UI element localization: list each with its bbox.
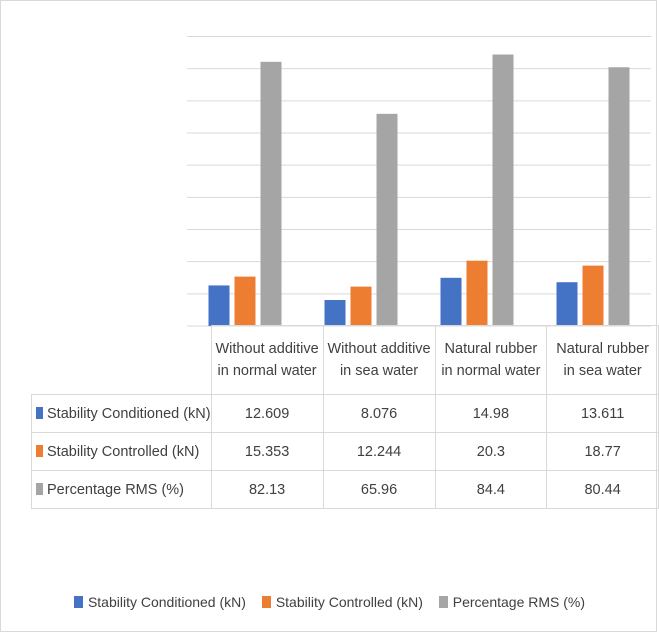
data-cell: 14.98 (434, 394, 548, 433)
table-row: Stability Controlled (kN) 15.353 12.244 … (31, 432, 659, 471)
series-name: Stability Controlled (kN) (47, 443, 200, 460)
table-row: Stability Conditioned (kN) 12.609 8.076 … (31, 394, 659, 433)
bar (234, 276, 256, 326)
category-header-row: Without additive in normal water Without… (31, 325, 659, 395)
bar (556, 282, 578, 326)
legend-item: Stability Conditioned (kN) (73, 594, 246, 610)
data-cell: 65.96 (322, 470, 436, 509)
series-name: Stability Conditioned (kN) (47, 405, 211, 422)
data-cell: 13.611 (546, 394, 659, 433)
bar (466, 260, 488, 326)
series-key (36, 482, 43, 495)
series-row-label: Stability Conditioned (kN) (31, 394, 212, 433)
legend-label: Stability Conditioned (kN) (87, 594, 246, 610)
chart-plot (187, 36, 651, 327)
data-table: Without additive in normal water Without… (31, 325, 659, 509)
data-cell: 8.076 (322, 394, 436, 433)
data-cell: 20.3 (434, 432, 548, 471)
bar (376, 113, 398, 326)
bar (350, 286, 372, 326)
legend-label: Stability Controlled (kN) (275, 594, 423, 610)
bar (492, 54, 514, 326)
table-row: Percentage RMS (%) 82.13 65.96 84.4 80.4… (31, 470, 659, 509)
category-label: Without additive in normal water (210, 325, 324, 395)
data-cell: 80.44 (546, 470, 659, 509)
data-cell: 12.244 (322, 432, 436, 471)
bar (582, 265, 604, 326)
series-row-label: Stability Controlled (kN) (31, 432, 212, 471)
legend-label: Percentage RMS (%) (452, 594, 586, 610)
data-cell: 15.353 (210, 432, 324, 471)
series-key (36, 406, 43, 419)
table-corner (31, 325, 212, 395)
legend-swatch (261, 596, 271, 608)
data-cell: 82.13 (210, 470, 324, 509)
bar (440, 277, 462, 326)
legend-swatch (438, 596, 448, 608)
series-name: Percentage RMS (%) (47, 481, 184, 498)
series-key (36, 444, 43, 457)
bar (608, 67, 630, 326)
data-cell: 84.4 (434, 470, 548, 509)
legend: Stability Conditioned (kN) Stability Con… (0, 594, 659, 610)
data-cell: 12.609 (210, 394, 324, 433)
legend-item: Percentage RMS (%) (438, 594, 586, 610)
bar (324, 300, 346, 326)
bar (208, 285, 230, 326)
series-row-label: Percentage RMS (%) (31, 470, 212, 509)
bar (260, 61, 282, 327)
category-label: Natural rubber in normal water (434, 325, 548, 395)
legend-swatch (73, 596, 83, 608)
category-label: Without additive in sea water (322, 325, 436, 395)
legend-item: Stability Controlled (kN) (261, 594, 423, 610)
category-label: Natural rubber in sea water (546, 325, 659, 395)
data-cell: 18.77 (546, 432, 659, 471)
